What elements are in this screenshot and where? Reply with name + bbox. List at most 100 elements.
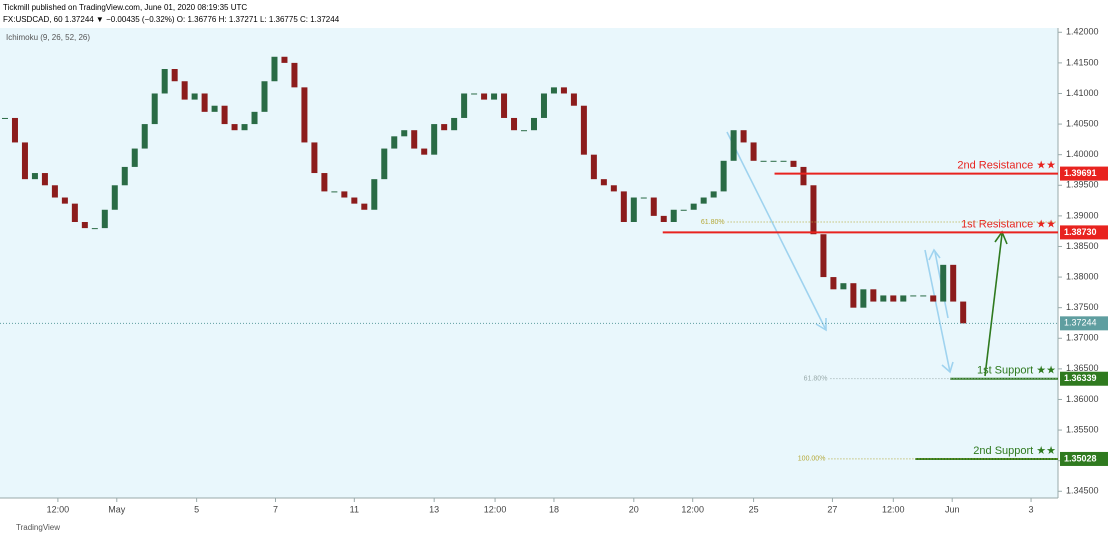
candle [421,148,428,155]
candle [291,62,298,88]
candle [770,160,777,162]
x-tick-label: 11 [350,504,359,514]
y-tick-label: 1.36500 [1066,363,1099,373]
candle [730,130,737,161]
y-tick-label: 1.37000 [1066,333,1099,343]
candle [590,154,597,180]
price-tag-label: 1.38730 [1064,227,1097,237]
fib-label: 100.00% [798,456,826,463]
candle [511,117,518,131]
candle [361,203,368,210]
candle [321,173,328,192]
x-tick-label: May [108,504,126,514]
candle [171,69,178,82]
candle [720,160,727,192]
y-tick-label: 1.40500 [1066,118,1099,128]
candle [121,166,128,186]
candle [381,148,388,180]
candle [71,203,78,222]
candle [610,185,617,192]
candle [530,117,537,131]
candle [960,301,967,324]
candle [371,179,378,210]
candle [111,185,118,210]
x-tick-label: 12:00 [681,504,704,514]
price-tag [1060,451,1108,466]
candle [161,69,168,94]
y-tick-label: 1.35500 [1066,424,1099,434]
candle [650,197,657,216]
candle [760,160,767,162]
candle [401,130,408,137]
candle [810,185,817,235]
candle [830,277,837,290]
candle [41,173,48,186]
candle [540,93,547,118]
candle [1,117,8,119]
fib-label: 61.80% [701,219,725,226]
price-tag-label: 1.35028 [1064,453,1097,463]
candle [690,203,697,210]
fib-label: 61.80% [804,376,828,383]
candle [700,197,707,204]
y-tick-label: 1.42000 [1066,27,1099,37]
candle [560,87,567,94]
candle [251,111,258,125]
x-tick-label: 20 [629,504,639,514]
candle [221,105,228,125]
y-tick-label: 1.37500 [1066,302,1099,312]
candle [660,215,667,222]
candle [271,56,278,82]
candle [341,191,348,198]
candle [880,295,887,302]
candle [451,117,458,131]
x-tick-label: 12:00 [882,504,905,514]
x-tick-label: 7 [273,504,278,514]
candle [630,197,637,222]
candle [201,93,208,112]
candle [11,117,18,143]
y-tick-label: 1.40000 [1066,149,1099,159]
candle [920,295,927,297]
candle [471,93,478,95]
candle [600,179,607,186]
candle [550,87,557,94]
candle [21,142,28,180]
candle [31,173,38,180]
y-tick-label: 1.41000 [1066,88,1099,98]
candle [91,228,98,230]
candle [870,289,877,302]
candle [301,87,308,143]
candle [351,197,358,204]
candle [101,209,108,229]
footer: TradingView [16,523,60,532]
candle [241,124,248,131]
candle [800,166,807,186]
candle [820,234,827,278]
candle [151,93,158,125]
price-tag-label: 1.39691 [1064,168,1097,178]
plot-area [0,28,1058,498]
candle [261,81,268,112]
x-tick-label: 12:00 [484,504,507,514]
candle [900,295,907,302]
price-tag-label: 1.37244 [1064,318,1097,328]
candle [61,197,68,204]
candle [81,221,88,229]
candle [131,148,138,167]
x-tick-label: 25 [749,504,759,514]
candle [281,56,288,63]
y-tick-label: 1.41500 [1066,57,1099,67]
level-name: 1st Support ★★ [977,365,1056,377]
y-tick-label: 1.38000 [1066,271,1099,281]
x-tick-label: 12:00 [47,504,70,514]
candle [580,105,587,155]
candle [750,142,757,161]
candle [491,93,498,100]
publisher: Tickmill published on TradingView.com, J… [3,3,247,12]
x-tick-label: 5 [194,504,199,514]
indicator: Ichimoku (9, 26, 52, 26) [6,33,90,42]
candle [860,289,867,308]
level-name: 1st Resistance ★★ [961,218,1056,230]
